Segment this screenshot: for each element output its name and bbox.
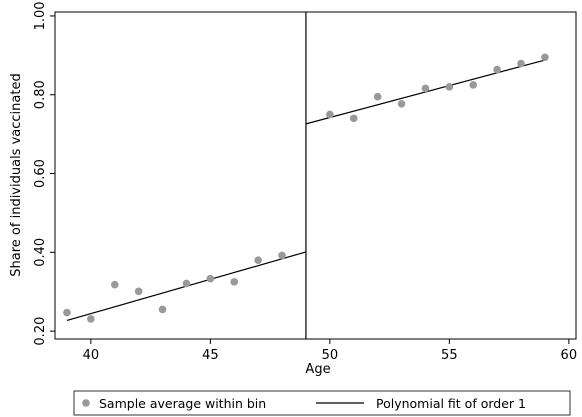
y-tick-label: 0.60 (33, 159, 48, 188)
legend-marker-scatter (82, 399, 90, 407)
legend: Sample average within bin Polynomial fit… (73, 390, 571, 416)
legend-box (73, 390, 571, 416)
x-tick-label: 55 (441, 348, 458, 363)
data-point (517, 59, 525, 68)
data-point (134, 287, 143, 296)
y-tick-label: 1.00 (33, 1, 48, 30)
y-tick-label: 0.40 (33, 238, 48, 267)
data-point (230, 278, 239, 286)
x-tick-label: 45 (202, 348, 219, 363)
data-point (493, 65, 501, 74)
legend-label-scatter: Sample average within bin (99, 396, 266, 411)
data-point (349, 114, 358, 123)
plot-frame (54, 11, 577, 340)
data-point (254, 256, 262, 265)
y-tick-label: 0.80 (33, 80, 48, 109)
x-tick-label: 40 (83, 348, 100, 363)
data-point (158, 305, 167, 314)
data-point (110, 280, 119, 289)
data-point (397, 99, 406, 108)
x-axis-label: Age (305, 362, 330, 377)
data-point (541, 53, 549, 62)
data-point (87, 315, 95, 323)
data-point (206, 274, 215, 283)
y-axis-ticks: 0.20 0.40 0.60 0.80 1.00 (33, 1, 55, 346)
data-point (278, 251, 286, 260)
data-point (63, 308, 71, 317)
data-point (326, 110, 334, 119)
data-point (445, 83, 454, 91)
x-axis-ticks: 40 45 50 55 60 (83, 339, 578, 363)
x-tick-label: 60 (561, 348, 578, 363)
y-tick-label: 0.20 (33, 317, 48, 346)
x-tick-label: 50 (322, 348, 339, 363)
data-point (373, 92, 382, 101)
data-point (421, 84, 430, 93)
legend-label-line: Polynomial fit of order 1 (376, 396, 526, 411)
data-point (469, 81, 478, 89)
scatter-points (63, 53, 549, 323)
data-point (182, 279, 191, 288)
y-axis-label: Share of individuals vaccinated (9, 73, 24, 276)
